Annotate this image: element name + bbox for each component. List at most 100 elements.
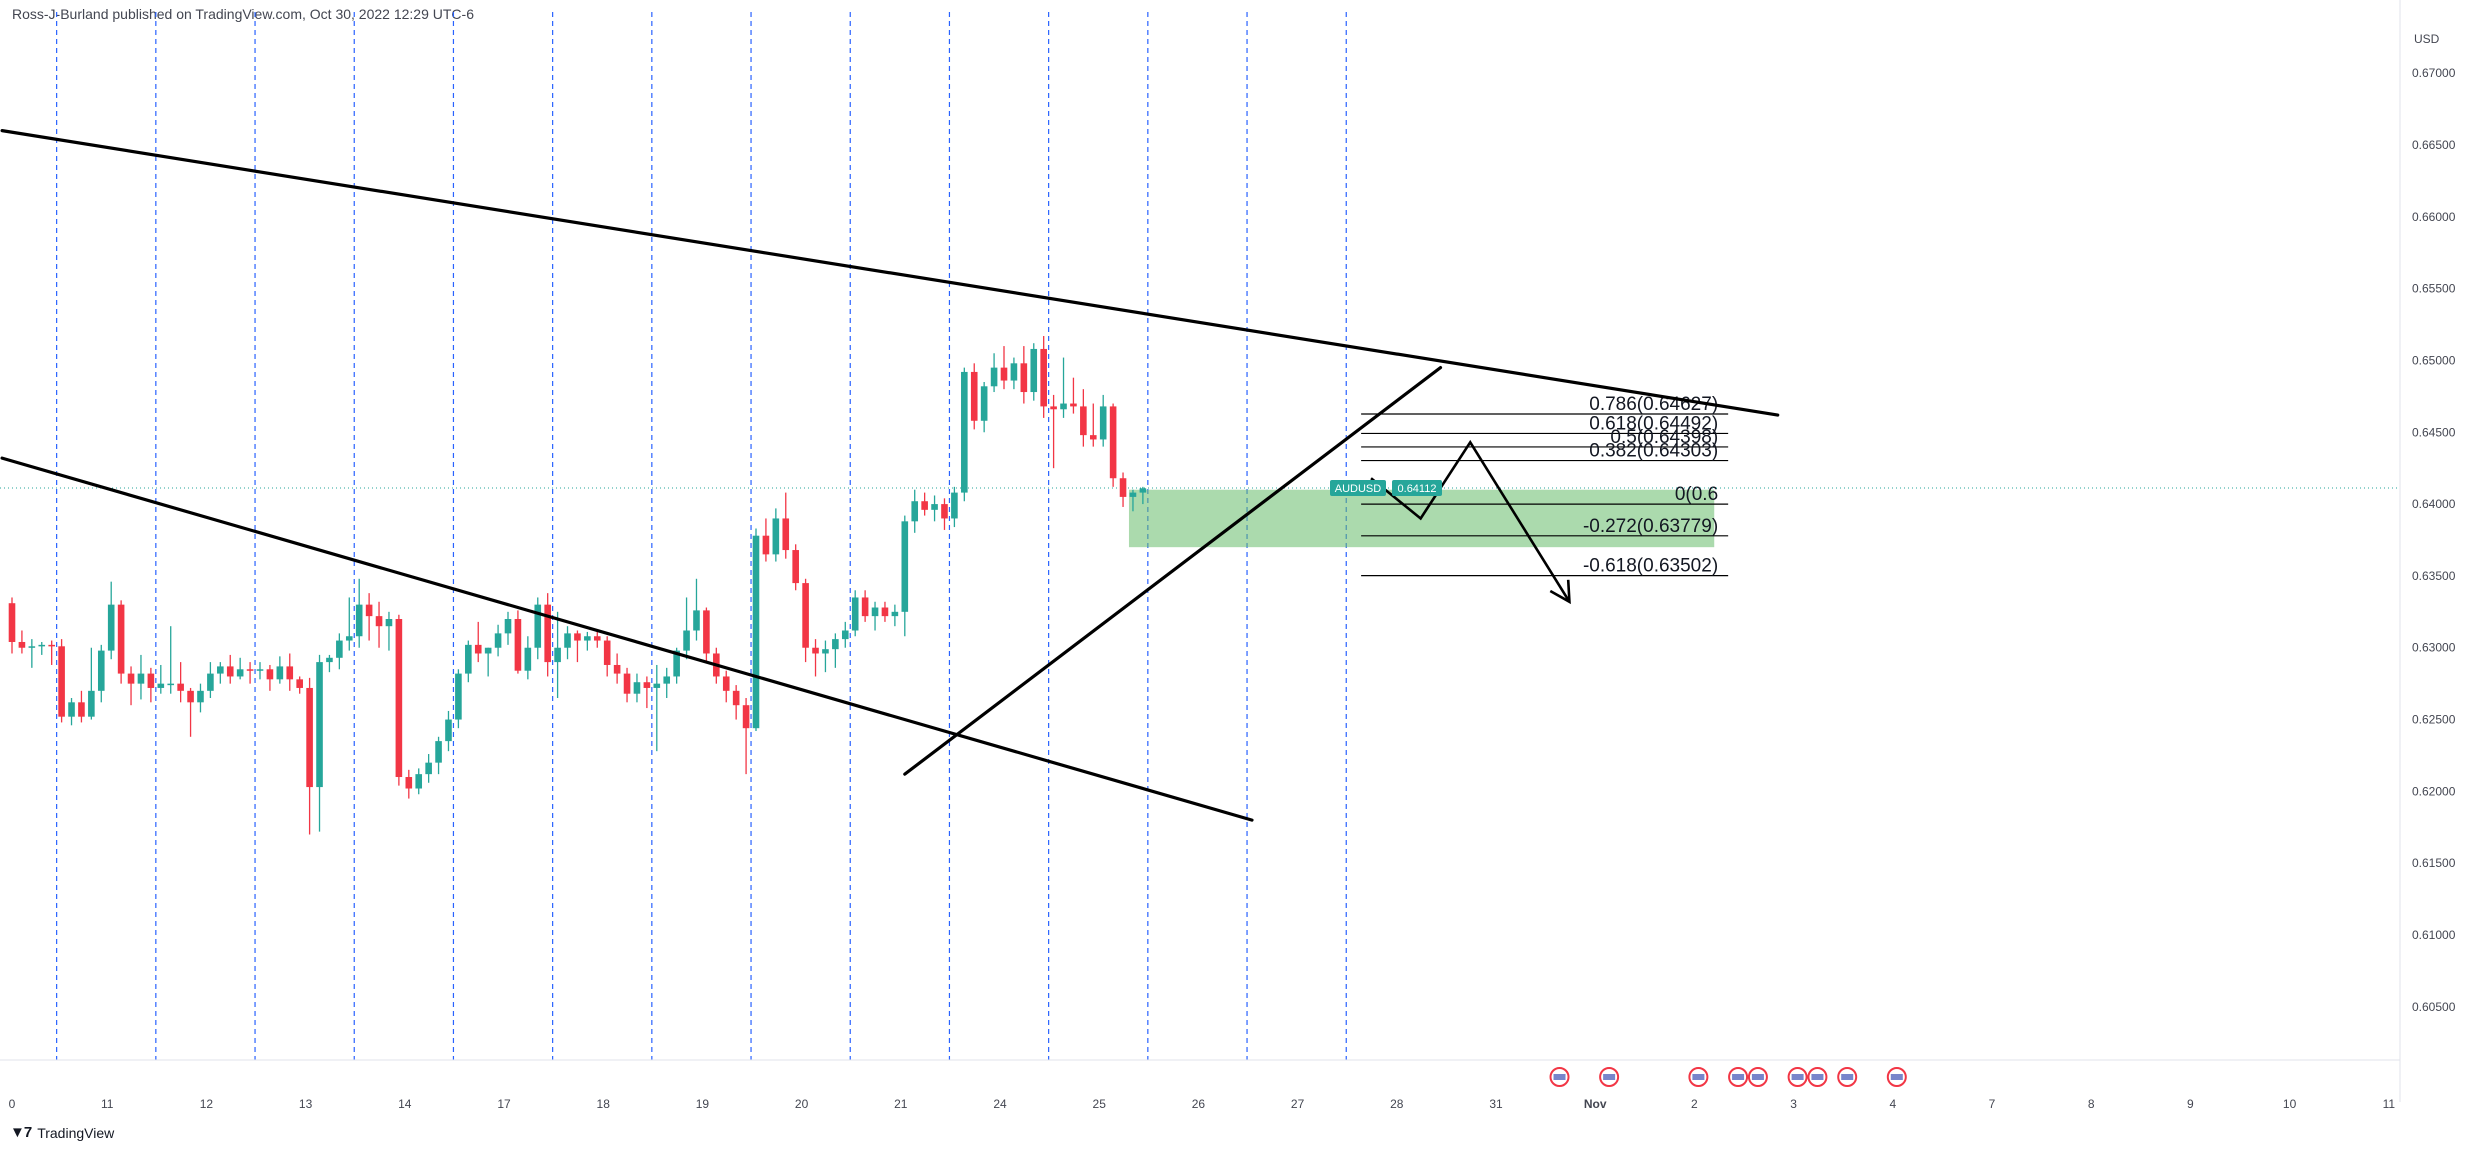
x-tick-21: 8 — [2088, 1097, 2095, 1111]
x-tick-20: 7 — [1989, 1097, 1996, 1111]
fibonacci-levels: 0.786(0.64627)0.618(0.64492)0.5(0.64398)… — [1361, 394, 1729, 577]
fib-label-4: 0(0.6 — [1675, 484, 1718, 505]
candle-body-31 — [316, 662, 323, 788]
candle-body-104 — [1040, 348, 1047, 407]
candle-body-39 — [395, 619, 403, 778]
candle-body-74 — [742, 705, 750, 729]
economic-event-flags[interactable] — [1549, 1067, 1907, 1087]
currency-label: USD — [2414, 32, 2440, 46]
candle-body-48 — [484, 647, 492, 654]
candle-body-106 — [1060, 403, 1067, 410]
event-flag-glyph-2 — [1692, 1074, 1705, 1080]
candle-body-11 — [117, 604, 125, 674]
x-tick-15: 31 — [1489, 1097, 1503, 1111]
candle-body-22 — [226, 666, 234, 677]
candle-body-17 — [177, 683, 184, 691]
y-tick-11: 0.61500 — [2412, 856, 2456, 870]
candle-body-76 — [762, 535, 770, 555]
trendline-0 — [0, 129, 1780, 417]
candle-body-40 — [405, 777, 413, 789]
event-flag-glyph-8 — [1890, 1074, 1903, 1080]
candle-body-70 — [703, 610, 710, 654]
candle-body-103 — [1030, 348, 1038, 393]
candle-body-38 — [385, 619, 393, 627]
candles — [8, 336, 1147, 835]
fib-label-2: 0.5(0.64398) — [1610, 427, 1718, 448]
candle-body-67 — [673, 650, 680, 677]
candle-body-105 — [1050, 406, 1057, 410]
candle-body-9 — [97, 650, 105, 691]
candle-body-33 — [336, 640, 343, 658]
event-flag-glyph-7 — [1841, 1074, 1854, 1080]
symbol-tag-text: AUDUSD — [1335, 483, 1382, 495]
x-tick-4: 14 — [398, 1097, 412, 1111]
x-tick-24: 11 — [2383, 1097, 2396, 1111]
candle-body-113 — [1129, 492, 1137, 497]
candle-body-112 — [1119, 478, 1127, 497]
candle-body-91 — [911, 501, 919, 522]
candle-body-42 — [425, 762, 432, 775]
event-flag-glyph-3 — [1732, 1074, 1745, 1080]
event-flag-glyph-0 — [1553, 1074, 1566, 1080]
candle-body-89 — [891, 611, 899, 617]
candle-body-44 — [445, 719, 452, 742]
candle-body-58 — [584, 636, 591, 641]
candle-body-110 — [1099, 406, 1107, 440]
fib-label-3: 0.382(0.64303) — [1589, 441, 1718, 462]
candle-body-68 — [683, 630, 690, 651]
candle-body-65 — [653, 683, 661, 688]
x-tick-1: 11 — [101, 1097, 114, 1111]
brand-label: TradingView — [37, 1124, 115, 1141]
candle-body-75 — [752, 535, 760, 729]
price-axis[interactable]: 0.67000 0.66500 0.66000 0.65500 0.65000 0.645… — [2399, 0, 2456, 1102]
candle-body-12 — [127, 673, 135, 684]
x-tick-14: 28 — [1390, 1097, 1404, 1111]
candle-body-30 — [306, 687, 313, 788]
candle-body-101 — [1010, 363, 1018, 381]
candle-body-26 — [266, 669, 274, 680]
candle-body-32 — [326, 657, 333, 663]
candle-body-7 — [78, 702, 85, 717]
x-tick-10: 24 — [993, 1097, 1007, 1111]
candle-body-27 — [276, 666, 284, 680]
x-tick-22: 9 — [2187, 1097, 2194, 1111]
candle-body-95 — [951, 492, 958, 519]
candle-body-45 — [455, 673, 462, 720]
candle-body-82 — [822, 649, 829, 654]
candle-body-83 — [832, 639, 839, 650]
candle-body-35 — [355, 604, 363, 637]
candle-body-81 — [812, 647, 819, 654]
candle-body-63 — [633, 682, 641, 694]
candle-body-88 — [881, 607, 889, 617]
candle-body-0 — [8, 603, 16, 642]
x-tick-8: 20 — [795, 1097, 809, 1111]
candle-body-77 — [772, 518, 780, 555]
projection-polyline — [1370, 439, 1571, 603]
x-tick-0: 0 — [9, 1097, 16, 1111]
fib-label-0: 0.786(0.64627) — [1589, 394, 1718, 415]
publisher-info: Ross-J-Burland published on TradingView.… — [12, 6, 474, 22]
y-tick-8: 0.63000 — [2412, 641, 2456, 655]
candle-body-13 — [137, 673, 145, 684]
event-flag-glyph-1 — [1603, 1074, 1616, 1080]
candle-body-19 — [197, 690, 204, 703]
candle-body-57 — [574, 633, 581, 641]
candle-body-99 — [990, 367, 998, 387]
x-tick-7: 19 — [696, 1097, 710, 1111]
candle-body-73 — [732, 690, 740, 706]
candle-body-80 — [802, 583, 809, 648]
x-tick-2: 12 — [200, 1097, 214, 1111]
y-tick-5: 0.64500 — [2412, 425, 2456, 439]
candle-body-109 — [1089, 435, 1097, 440]
candle-body-6 — [68, 702, 75, 717]
y-tick-1: 0.66500 — [2412, 138, 2456, 152]
x-tick-6: 18 — [597, 1097, 611, 1111]
time-axis[interactable]: 0 11 12 13 14 17 18 19 20 21 24 25 26 27 28 31 Nov 2 3 4 7 8 9… — [0, 1059, 2400, 1111]
y-tick-12: 0.61000 — [2412, 928, 2456, 942]
candle-body-92 — [921, 501, 928, 510]
candle-body-52 — [524, 647, 532, 671]
candle-body-18 — [187, 690, 194, 703]
x-tick-9: 21 — [894, 1097, 908, 1111]
fib-label-1: 0.618(0.64492) — [1589, 413, 1718, 434]
